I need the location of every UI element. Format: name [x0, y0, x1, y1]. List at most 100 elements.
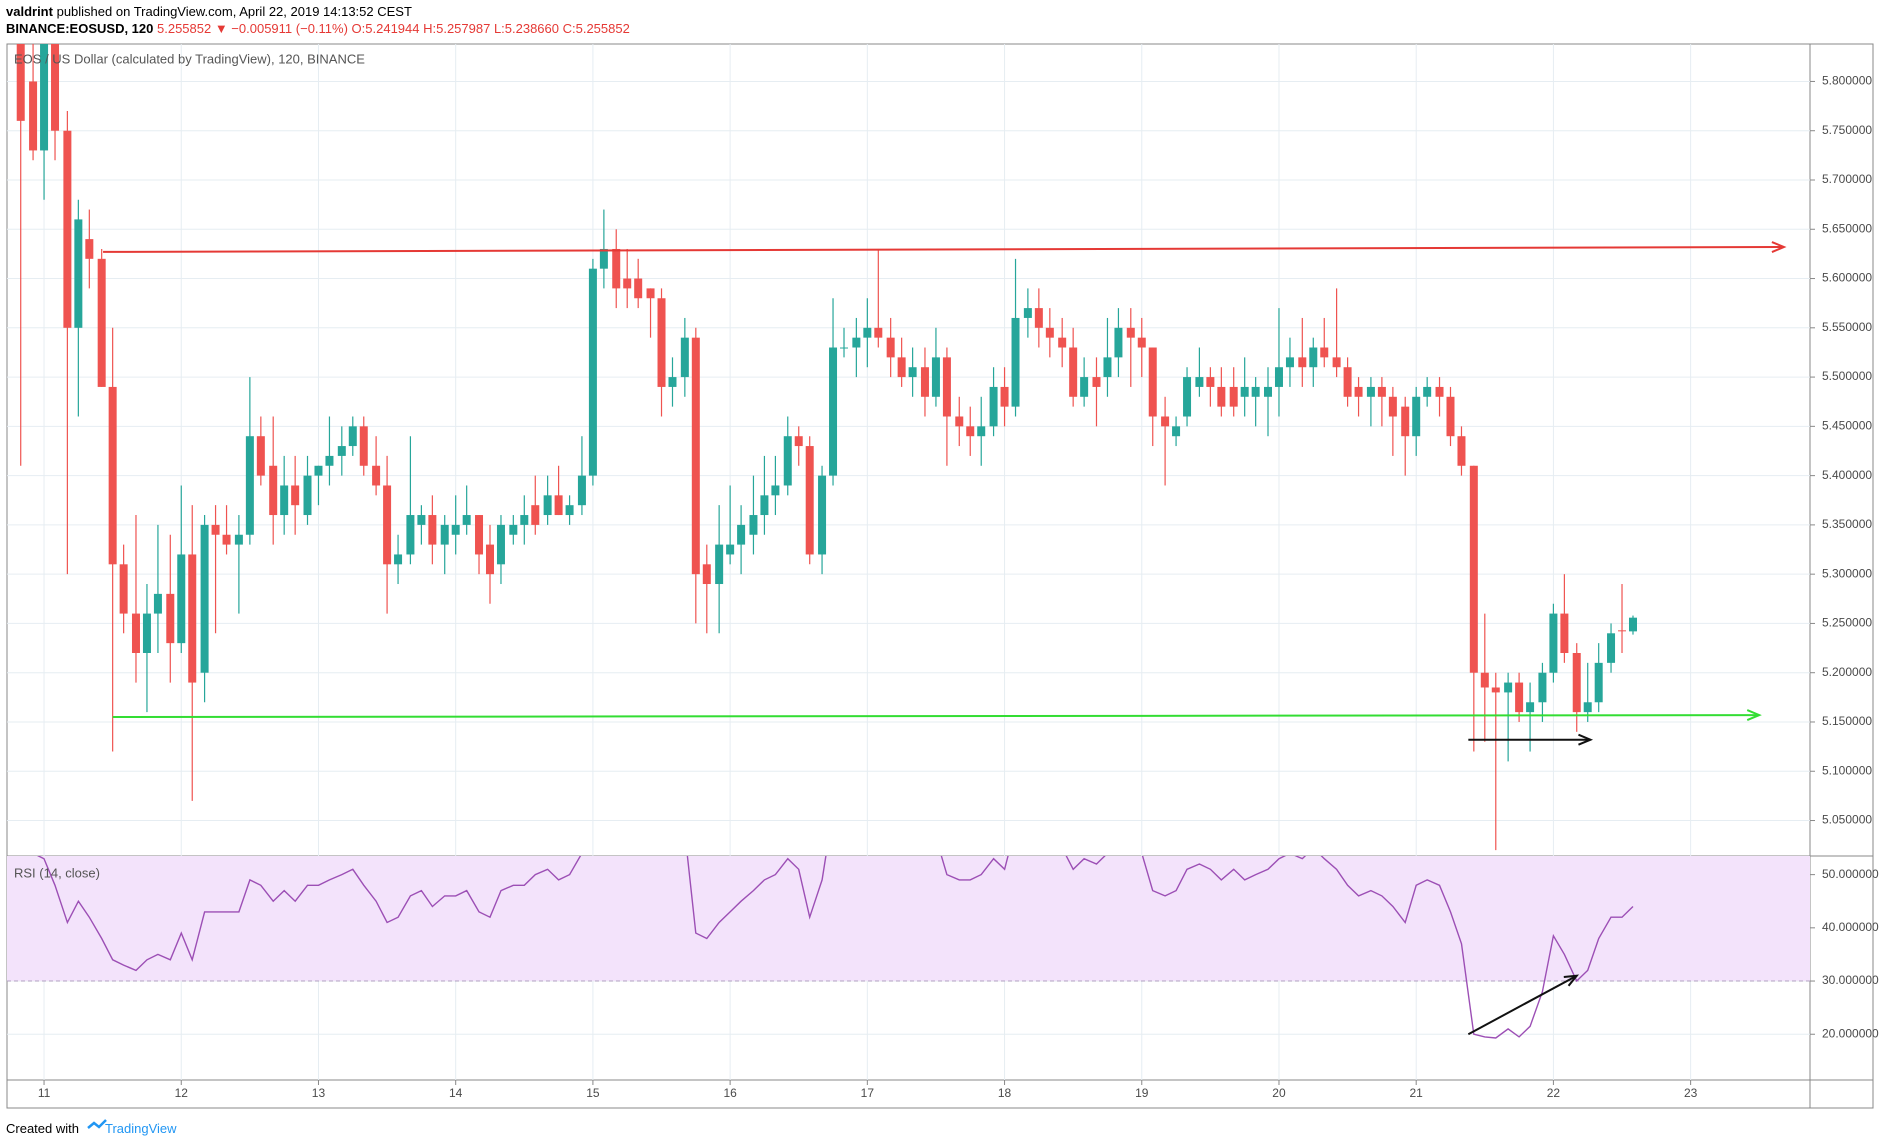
candle-body: [1401, 406, 1410, 437]
x-tick-label: 16: [723, 1086, 737, 1100]
candle-body: [886, 337, 895, 358]
x-tick-label: 23: [1684, 1086, 1698, 1100]
candle-body: [1538, 672, 1547, 703]
candle-body: [668, 377, 677, 387]
candle-body: [1504, 682, 1513, 693]
candle-body: [291, 485, 300, 506]
candle-body: [1549, 613, 1558, 673]
y-tick-label: 5.400000: [1822, 468, 1872, 482]
candle-body: [1045, 327, 1054, 338]
candle-body: [1457, 436, 1466, 466]
candle-body: [462, 515, 471, 525]
candle-body: [1092, 377, 1101, 387]
candle-body: [955, 416, 964, 427]
candle-body: [1423, 386, 1432, 397]
candle-body: [1114, 327, 1123, 358]
candle-body: [543, 495, 552, 516]
candle-body: [612, 248, 621, 289]
candle-body: [657, 298, 666, 387]
candle-body: [280, 485, 289, 516]
candle-body: [1607, 633, 1616, 663]
candle-body: [1069, 347, 1078, 397]
candle-body: [908, 367, 917, 378]
candle-body: [1217, 386, 1226, 407]
y-tick-label: 5.450000: [1822, 419, 1872, 433]
candle-body: [303, 475, 312, 516]
candle-body: [509, 524, 518, 535]
rsi-line: [36, 856, 1634, 1039]
candle-body: [1618, 630, 1627, 632]
footer: Created with TradingView: [6, 1121, 177, 1136]
candle-body: [1320, 347, 1329, 358]
y-tick-label: 5.600000: [1822, 271, 1872, 285]
arrow-head: [1771, 241, 1787, 253]
tradingview-logo: [87, 1119, 107, 1129]
candle-body: [1480, 672, 1489, 688]
candle-body: [406, 515, 415, 555]
candle-body: [989, 386, 998, 427]
candle-body: [977, 426, 986, 437]
candle-body: [1377, 386, 1386, 397]
trend-line: [112, 714, 1760, 719]
trend-line: [103, 246, 1784, 253]
x-tick-label: 22: [1547, 1086, 1561, 1100]
candle-body: [1435, 386, 1444, 397]
arrow-head: [1578, 733, 1594, 746]
candle-body: [40, 44, 49, 151]
candle-body: [63, 130, 72, 328]
y-tick-label: 5.650000: [1822, 221, 1872, 235]
candle-body: [1229, 386, 1238, 407]
candle-body: [520, 515, 529, 525]
candle-body: [1343, 367, 1352, 397]
candle-body: [599, 248, 608, 269]
candle-body: [108, 386, 117, 565]
candle-body: [863, 327, 872, 338]
candle-body: [29, 81, 38, 151]
candle-body: [1274, 367, 1283, 387]
candle-body: [74, 219, 83, 328]
candle-body: [85, 239, 94, 259]
candle-body: [840, 347, 849, 349]
candle-body: [142, 613, 151, 653]
candle-body: [97, 258, 106, 387]
candle-body: [783, 436, 792, 486]
candle-body: [1560, 613, 1569, 653]
candle-body: [1491, 687, 1500, 693]
candle-body: [234, 534, 243, 545]
candle-body: [771, 485, 780, 496]
candle-body: [794, 436, 803, 447]
y-tick-label: 5.700000: [1822, 172, 1872, 186]
y-tick-label: 5.800000: [1822, 74, 1872, 88]
candle-body: [680, 337, 689, 378]
rsi-label: RSI (14, close): [14, 865, 100, 880]
candle-body: [1080, 377, 1089, 397]
candle-body: [623, 278, 632, 289]
ohlc: O:5.241944 H:5.257987 L:5.238660 C:5.255…: [351, 21, 630, 36]
created-with: Created with: [6, 1121, 79, 1136]
y-tick-label: 5.250000: [1822, 616, 1872, 630]
candle-body: [1446, 396, 1455, 437]
candle-body: [1058, 337, 1067, 348]
candle-body: [1583, 702, 1592, 713]
x-tick-label: 18: [998, 1086, 1012, 1100]
candle-body: [1298, 357, 1307, 368]
brand: TradingView: [104, 1121, 177, 1136]
candle-body: [383, 485, 392, 565]
candle-body: [1469, 465, 1478, 673]
candle-body: [131, 613, 140, 653]
candle-body: [166, 593, 175, 644]
change: 5.255852 ▼ −0.005911 (−0.11%): [157, 21, 348, 36]
candle-body: [177, 554, 186, 644]
symbol-line: BINANCE:EOSUSD, 120 5.255852 ▼ −0.005911…: [6, 21, 630, 36]
candle-body: [417, 515, 426, 525]
y-tick-label: 5.350000: [1822, 517, 1872, 531]
x-tick-label: 20: [1272, 1086, 1286, 1100]
candle-body: [119, 564, 128, 614]
arrow-head: [1746, 709, 1762, 722]
candle-body: [1011, 317, 1020, 407]
author: valdrint: [6, 4, 53, 19]
candle-body: [1251, 386, 1260, 397]
trend-line: [1467, 974, 1578, 1036]
candle-body: [1526, 702, 1535, 713]
candle-body: [188, 554, 197, 683]
